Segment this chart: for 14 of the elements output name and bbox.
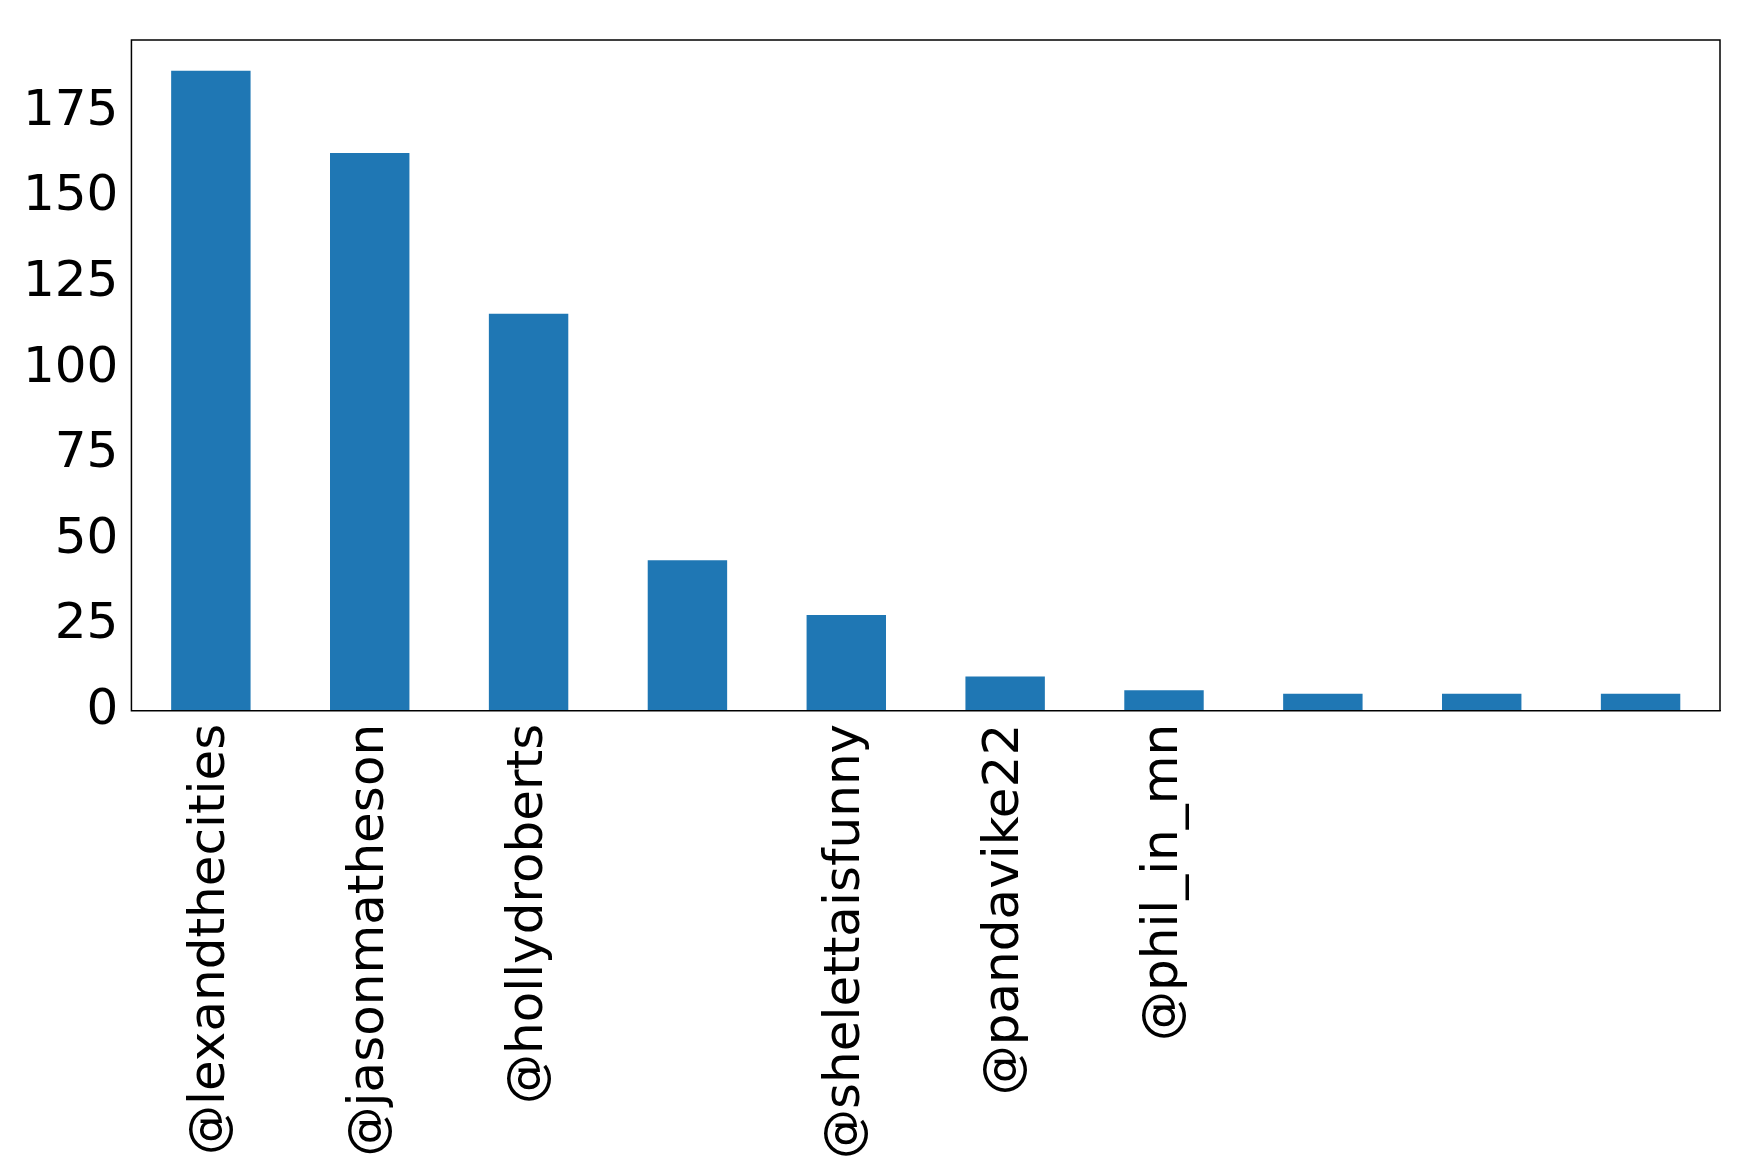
x-tick-label: @pandavike22 bbox=[972, 723, 1031, 1096]
y-tick-label: 50 bbox=[54, 506, 119, 565]
y-tick-label: 175 bbox=[23, 78, 119, 137]
y-tick-label: 150 bbox=[23, 164, 119, 223]
y-tick-label: 25 bbox=[54, 592, 119, 651]
x-tick-label: @hollydroberts bbox=[495, 723, 554, 1104]
x-tick-label: @shelettaisfunny bbox=[813, 723, 872, 1160]
x-tick-label: @phil_in_mn bbox=[1130, 723, 1189, 1041]
y-tick-label: 0 bbox=[86, 677, 119, 736]
y-tick-label: 75 bbox=[54, 421, 119, 480]
y-tick-label: 100 bbox=[23, 335, 119, 394]
x-tick-label: @lexandthecities bbox=[177, 723, 236, 1155]
x-tick-label: @jasonmatheson bbox=[336, 723, 395, 1157]
y-tick-label: 125 bbox=[23, 249, 119, 308]
